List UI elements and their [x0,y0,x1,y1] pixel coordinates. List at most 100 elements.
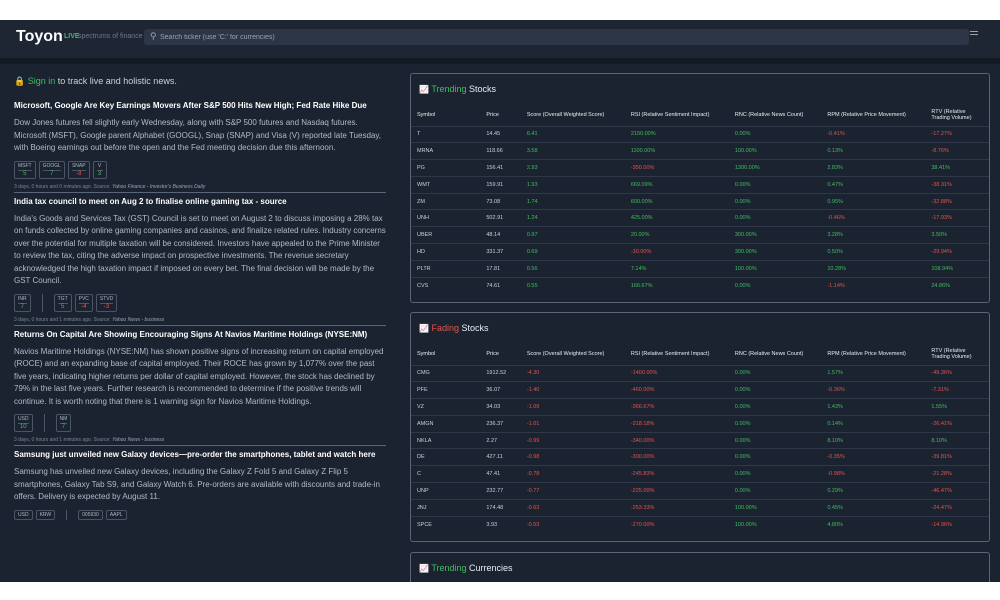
stock-symbol[interactable]: VZ [411,398,481,416]
ticker-chip[interactable]: PVC -4 [74,293,93,312]
ticker-chips: MSFT 5 GOOGL 7 SNAP -8 V 3 [14,160,386,179]
ticker-score: -4 [78,302,89,310]
table-row[interactable]: UBER 48.14 0.97 20.00% 300.00% 3.28% 3.50% [411,226,989,244]
stock-symbol[interactable]: MRNA [411,142,481,160]
stock-symbol[interactable]: SPCE [411,515,481,533]
trending-stocks-panel: 📈 Trending Stocks Symbol Price Score (Over… [410,73,990,303]
stock-symbol[interactable]: DE [411,448,481,466]
table-cell: -4.30 [520,364,625,382]
stock-symbol[interactable]: PFE [411,381,481,399]
ticker-chips: USD KRW 005930 AAPL [14,509,386,520]
table-row[interactable]: DE 427.11 -0.98 -300.00% 0.00% -0.35% -39.81% [411,448,989,466]
ticker-chip[interactable]: USD [14,509,33,520]
ticker-chip[interactable]: STVD -3 [95,293,118,312]
table-row[interactable]: VZ 34.03 -1.09 -366.67% 0.00% 1.43% 1.55% [411,398,989,416]
table-cell: 74.61 [480,276,521,294]
search-input[interactable] [160,29,950,45]
table-cell: 0.00% [728,398,822,416]
table-row[interactable]: PLTR 17.81 0.56 7.14% 100.00% 10.28% 108.94% [411,259,989,278]
ticker-chip[interactable]: AAPL [105,509,127,520]
table-cell: 3.50% [925,226,989,244]
column-header[interactable]: Score (Overall Weighted Score) [526,111,605,118]
table-cell: 502.91 [480,209,521,227]
table-cell: -253.33% [624,498,729,517]
table-row[interactable]: UNP 232.77 -0.77 -225.00% 0.00% 0.29% -46.47% [411,482,989,500]
table-cell: -46.47% [925,482,989,500]
menu-icon[interactable] [970,31,980,41]
column-header[interactable]: RSI (Relative Sentiment Impact) [630,350,710,357]
news-title[interactable]: Samsung just unveiled new Galaxy devices… [14,450,376,459]
table-cell: 7.14% [624,259,729,278]
signin-link[interactable]: Sign in [27,76,56,86]
ticker-symbol: 005930 [82,511,99,518]
stock-symbol[interactable]: NKLA [411,431,481,449]
table-row[interactable]: CVS 74.61 0.55 166.67% 0.00% -1.14% 24.86% [411,276,989,294]
column-header[interactable]: RTV (Relative Trading Volume) [931,347,972,360]
stock-symbol[interactable]: JNJ [411,498,481,517]
stock-symbol[interactable]: AMGN [411,414,481,433]
stock-symbol[interactable]: UNP [411,482,481,500]
column-header[interactable]: Symbol [417,111,436,118]
stock-symbol[interactable]: PG [411,159,481,177]
stock-symbol[interactable]: ZM [411,192,481,210]
table-cell: 34.03 [480,398,521,416]
column-header[interactable]: Symbol [417,350,436,357]
table-row[interactable]: JNJ 174.48 -0.63 -253.33% 100.00% 0.45% -24.47… [411,498,989,517]
logo[interactable]: Toyon [16,28,63,45]
ticker-chip[interactable]: USD 10 [14,414,33,432]
column-header[interactable]: Price [486,350,499,357]
ticker-chip[interactable]: NM 7 [55,414,72,432]
table-row[interactable]: NKLA 2.27 -0.99 -340.00% 0.00% 8.10% 8.10% [411,431,989,449]
trending-currencies-panel: 📈 Trending Currencies [410,552,990,582]
stock-symbol[interactable]: PLTR [411,259,481,278]
table-row[interactable]: C 47.41 -0.78 -245.83% 0.00% -0.98% -21.28% [411,465,989,483]
column-header[interactable]: RPM (Relative Price Movement) [827,111,906,118]
table-cell: 100.00% [728,498,822,517]
ticker-chip[interactable]: MSFT 5 [14,160,36,179]
table-row[interactable]: WMT 159.91 1.93 669.09% 0.00% 0.47% -38.31% [411,175,989,194]
table-cell: -26.41% [925,414,989,433]
news-title[interactable]: Returns On Capital Are Showing Encouragi… [14,329,368,339]
column-header[interactable]: RPM (Relative Price Movement) [827,350,906,357]
stock-symbol[interactable]: HD [411,243,481,261]
stock-symbol[interactable]: WMT [411,175,481,194]
table-row[interactable]: PFE 36.07 -1.40 -460.00% 0.00% -0.36% -7.31% [411,381,989,399]
table-row[interactable]: PG 156.41 2.93 -350.00% 1300.00% 2.83% 38.41% [411,159,989,177]
table-cell: 2.27 [480,431,521,449]
table-cell: -0.41% [821,125,926,143]
table-cell: 0.69 [520,243,625,261]
news-title[interactable]: India tax council to meet on Aug 2 to fi… [14,196,287,206]
stock-symbol[interactable]: CVS [411,276,481,294]
table-row[interactable]: ZM 73.08 1.74 600.00% 0.00% 0.95% -32.88% [411,192,989,210]
stock-symbol[interactable]: T [411,125,481,143]
ticker-chip[interactable]: INR 7 [14,293,31,312]
ticker-chip[interactable]: TGT 5 [53,293,72,312]
stock-symbol[interactable]: UBER [411,226,481,244]
news-timestamp: 3 days, 0 hours and 0 minutes ago. Sourc… [14,183,113,190]
stock-symbol[interactable]: C [411,465,481,483]
ticker-chip[interactable]: GOOGL 7 [38,160,65,179]
table-row[interactable]: MRNA 118.66 3.58 1100.00% 100.00% 0.13% -8.76% [411,142,989,160]
stock-symbol[interactable]: UNH [411,209,481,227]
ticker-chip[interactable]: 005930 [78,509,103,520]
column-header[interactable]: Score (Overall Weighted Score) [526,350,605,357]
ticker-chip[interactable]: SNAP -8 [67,160,90,179]
column-header[interactable]: RTV (Relative Trading Volume) [931,108,972,121]
ticker-chip[interactable]: KRW [35,509,56,520]
table-row[interactable]: HD 331.37 0.69 -30.00% 300.00% 0.50% -29.94% [411,243,989,261]
column-header[interactable]: RSI (Relative Sentiment Impact) [630,111,710,118]
news-title[interactable]: Microsoft, Google Are Key Earnings Mover… [14,101,367,110]
search-box[interactable]: ⚲ [144,29,969,45]
column-header[interactable]: RNC (Relative News Count) [734,111,804,118]
table-row[interactable]: UNH 502.91 1.24 425.00% 0.00% -0.46% -17.93% [411,209,989,227]
column-header[interactable]: RNC (Relative News Count) [734,350,804,357]
table-row[interactable]: CMG 1912.52 -4.30 -1400.00% 0.00% 1.57% -49.36… [411,364,989,382]
chart-icon: 📈 [419,324,429,333]
table-row[interactable]: T 14.45 6.41 2150.00% 0.00% -0.41% -17.27% [411,125,989,143]
stock-symbol[interactable]: CMG [411,364,481,382]
table-cell: 1.55% [925,398,989,416]
table-row[interactable]: SPCE 3.93 -0.53 -270.00% 100.00% 4.80% -14.96% [411,515,989,533]
column-header[interactable]: Price [486,111,499,118]
table-row[interactable]: AMGN 236.37 -1.01 -318.18% 0.00% 0.14% -26.41% [411,414,989,433]
